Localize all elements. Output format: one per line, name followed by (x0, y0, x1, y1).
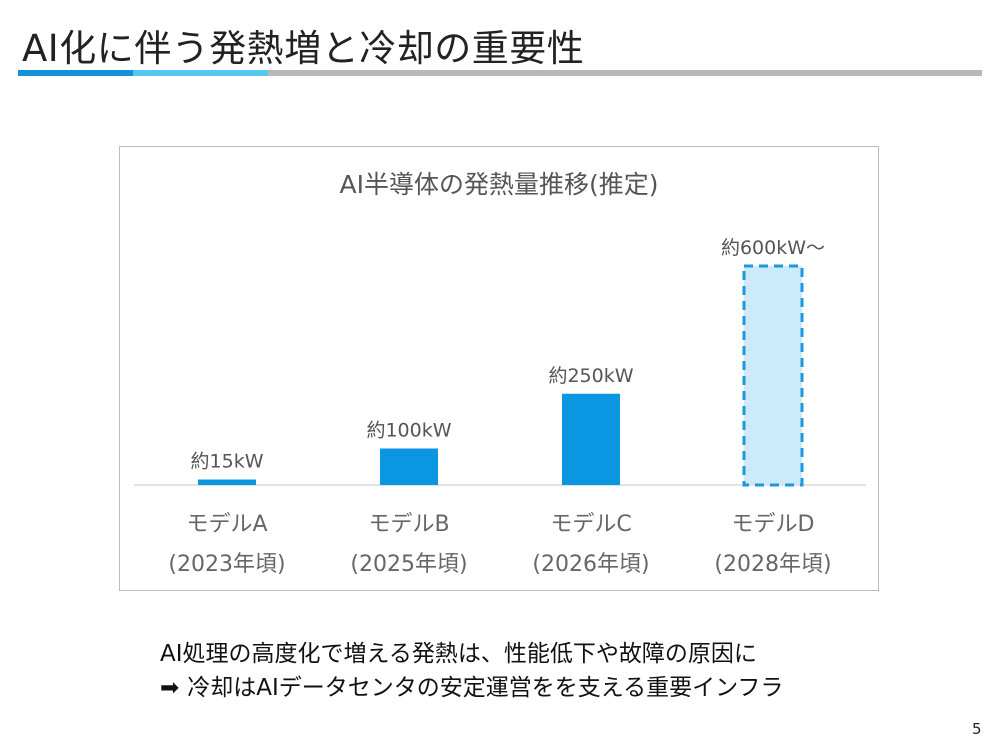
bar-4 (742, 264, 804, 487)
data-label-2: 約100kW (366, 420, 451, 442)
heat-output-bar-chart: AI半導体の発熱量推移(推定) 約15kW モデルA (2023年頃) 約100kW モ… (134, 170, 866, 577)
bar-2 (380, 448, 438, 485)
chart-title: AI半導体の発熱量推移(推定) (340, 170, 659, 199)
summary-line-1: AI処理の高度化で増える発熱は、性能低下や故障の原因に (160, 641, 757, 667)
data-label-1: 約15kW (191, 451, 264, 473)
chart-marks: 約15kW モデルA (2023年頃) 約100kW モデルB (2025年頃) 約250k… (168, 237, 831, 577)
bar-1 (198, 479, 256, 485)
chart-frame: AI半導体の発熱量推移(推定) 約15kW モデルA (2023年頃) 約100kW モ… (119, 146, 879, 591)
data-label-3: 約250kW (548, 365, 633, 387)
page-number: 5 (972, 720, 982, 738)
category-label-4: モデルD (732, 512, 815, 537)
category-year-2: (2025年頃) (350, 552, 467, 577)
data-label-4: 約600kW～ (721, 237, 825, 259)
summary-line-2: ➡ 冷却はAIデータセンタの安定運営をを支える重要インフラ (160, 671, 880, 705)
category-year-3: (2026年頃) (532, 552, 649, 577)
category-label-3: モデルC (550, 512, 631, 537)
bar-3 (562, 393, 620, 485)
category-year-4: (2028年頃) (714, 552, 831, 577)
category-year-1: (2023年頃) (168, 552, 285, 577)
category-label-1: モデルA (186, 512, 267, 537)
title-underline (18, 70, 982, 76)
right-arrow-icon: ➡ (160, 675, 180, 701)
category-label-2: モデルB (368, 512, 449, 537)
summary-line-2-text: 冷却はAIデータセンタの安定運営をを支える重要インフラ (187, 675, 784, 701)
slide-title: AI化に伴う発熱増と冷却の重要性 (22, 27, 585, 70)
summary-text: AI処理の高度化で増える発熱は、性能低下や故障の原因に ➡ 冷却はAIデータセンタ… (160, 637, 880, 705)
